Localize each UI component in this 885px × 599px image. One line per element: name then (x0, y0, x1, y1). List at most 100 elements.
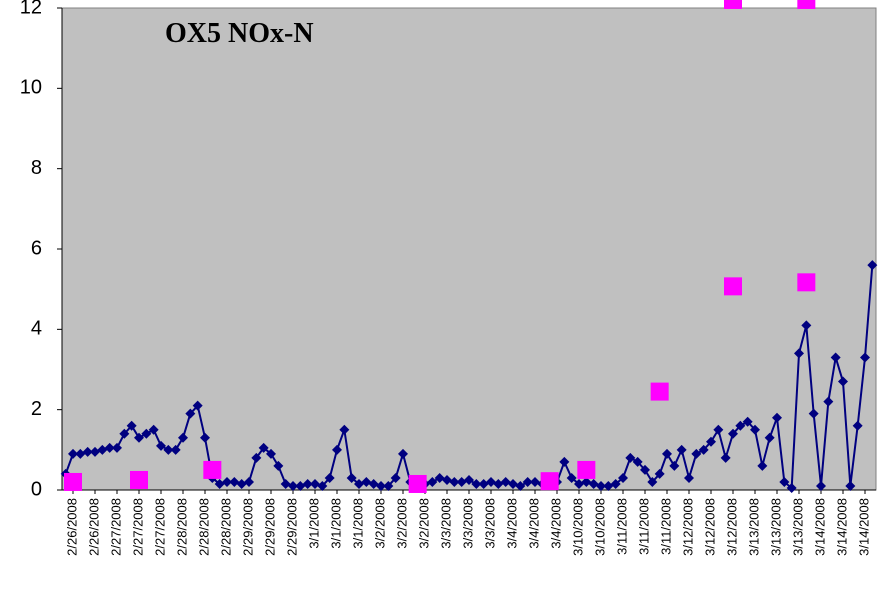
x-tick-label: 3/13/2008 (768, 498, 783, 556)
point-marker (288, 480, 298, 491)
point-marker (214, 478, 225, 489)
x-tick-label: 3/4/2008 (526, 498, 541, 549)
point-marker (361, 476, 372, 487)
point-marker (801, 320, 812, 331)
point-marker (68, 448, 78, 459)
x-tick-label: 3/12/2008 (724, 498, 739, 556)
point-marker (522, 476, 533, 487)
point-marker (566, 472, 577, 483)
point-marker (574, 478, 584, 489)
point-marker (295, 480, 306, 491)
point-marker (618, 472, 628, 483)
x-tick-label: 2/27/2008 (152, 498, 167, 556)
point-marker (838, 376, 848, 387)
point-marker (816, 480, 826, 491)
point-marker (434, 472, 445, 483)
point-marker (654, 468, 665, 479)
point-marker (676, 444, 687, 455)
point-marker (662, 448, 672, 459)
point-marker (273, 460, 284, 471)
point-marker (126, 420, 137, 431)
x-tick-label: 3/14/2008 (856, 498, 871, 556)
y-tick-label: 6 (31, 237, 42, 259)
point-marker (134, 432, 144, 443)
point-marker (90, 446, 100, 457)
point-marker (823, 396, 834, 407)
point-marker (797, 273, 816, 292)
point-marker (130, 470, 148, 489)
point-marker (203, 460, 222, 479)
x-tick-label: 3/14/2008 (812, 498, 827, 556)
x-tick-label: 3/14/2008 (834, 498, 849, 556)
x-tick-label: 3/1/2008 (328, 498, 343, 549)
point-marker (368, 478, 379, 489)
x-tick-label: 3/4/2008 (548, 498, 563, 549)
x-tick-label: 3/12/2008 (702, 498, 717, 556)
point-marker (603, 480, 614, 491)
point-marker (339, 424, 350, 435)
point-marker (266, 448, 276, 459)
point-marker (797, 0, 816, 9)
point-marker (845, 480, 856, 491)
x-tick-label: 3/10/2008 (570, 498, 585, 556)
x-tick-label: 3/13/2008 (746, 498, 761, 556)
x-tick-label: 2/28/2008 (196, 498, 211, 556)
x-tick-label: 3/11/2008 (658, 498, 673, 555)
point-marker (280, 478, 291, 489)
point-marker (577, 460, 596, 479)
point-marker (625, 452, 636, 463)
x-tick-label: 3/4/2008 (504, 498, 519, 549)
y-tick-label: 8 (31, 157, 42, 179)
x-tick-label: 3/2/2008 (372, 498, 387, 549)
point-marker (471, 478, 482, 489)
chart-title: OX5 NOx-N (165, 18, 314, 49)
point-marker (764, 432, 775, 443)
point-marker (302, 478, 313, 489)
x-tick-label: 2/27/2008 (108, 498, 123, 556)
point-marker (860, 352, 870, 363)
point-marker (449, 476, 460, 487)
x-tick-label: 3/1/2008 (350, 498, 365, 549)
point-marker (830, 352, 841, 363)
plot-area (61, 7, 877, 491)
point-marker (540, 472, 559, 491)
y-tick-label: 0 (31, 478, 42, 500)
x-tick-label: 2/26/2008 (86, 498, 101, 556)
y-tick-label: 12 (20, 0, 42, 18)
point-marker (97, 444, 108, 455)
point-marker (684, 472, 694, 483)
point-marker (706, 436, 716, 447)
point-marker (310, 478, 320, 489)
point-marker (779, 476, 790, 487)
point-marker (324, 472, 335, 483)
point-marker (559, 456, 570, 467)
point-marker (515, 480, 526, 491)
point-marker (728, 428, 738, 439)
point-marker (317, 480, 328, 491)
point-marker (724, 0, 742, 9)
point-marker (346, 472, 357, 483)
x-tick-label: 3/2/2008 (394, 498, 409, 549)
point-marker (596, 480, 606, 491)
point-marker (163, 444, 174, 455)
x-tick-label: 2/29/2008 (262, 498, 277, 556)
point-marker (691, 448, 702, 459)
point-marker (442, 474, 452, 485)
point-marker (229, 476, 240, 487)
point-marker (647, 476, 658, 487)
point-marker (178, 432, 188, 443)
point-marker (650, 382, 669, 401)
point-marker (390, 472, 401, 483)
point-marker (486, 476, 496, 487)
point-marker (119, 428, 130, 439)
point-marker (156, 440, 166, 451)
point-marker (750, 424, 760, 435)
point-marker (852, 420, 863, 431)
y-tick-label: 2 (31, 398, 42, 420)
point-marker (192, 400, 203, 411)
point-marker (640, 464, 650, 475)
point-marker (669, 460, 680, 471)
x-tick-label: 2/29/2008 (284, 498, 299, 556)
point-marker (383, 480, 394, 491)
